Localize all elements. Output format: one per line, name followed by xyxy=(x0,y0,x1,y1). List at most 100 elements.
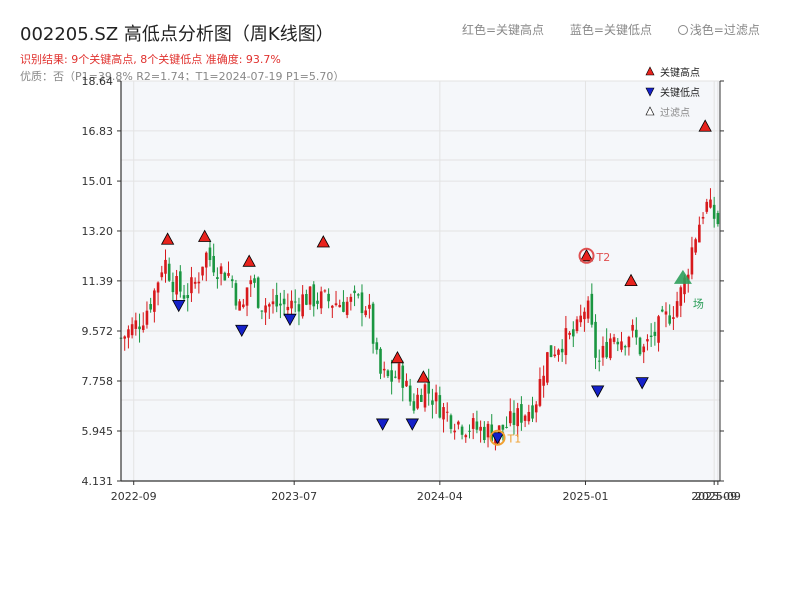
annotation-label: 场 xyxy=(693,297,704,311)
candle-body xyxy=(264,305,267,313)
candle-body xyxy=(312,284,316,307)
candle-body xyxy=(486,423,490,438)
low-marker xyxy=(375,418,390,431)
candle-body xyxy=(238,301,241,311)
candle-body xyxy=(434,392,438,402)
chart-title: 002205.SZ 高低点分析图（周K线图） xyxy=(20,24,334,45)
candle-body xyxy=(223,272,227,281)
candle-body xyxy=(197,281,201,284)
candle-body xyxy=(245,287,249,306)
candle-body xyxy=(271,301,275,305)
candle-body xyxy=(635,329,638,338)
candle-body xyxy=(286,306,290,311)
y-tick-label: 11.39 xyxy=(82,275,114,288)
y-tick-label: 15.01 xyxy=(82,175,114,188)
candle-body xyxy=(601,345,605,358)
candle-body xyxy=(401,365,405,388)
candle-body xyxy=(305,294,308,305)
x-tick-label: 2022-09 xyxy=(111,490,157,503)
legend-label: 过滤点 xyxy=(660,106,690,119)
candle-body xyxy=(416,394,419,409)
candle-body xyxy=(149,304,152,310)
candle-body xyxy=(297,304,301,312)
candle-body xyxy=(560,348,564,353)
candle-body xyxy=(457,421,460,425)
candle-body xyxy=(386,370,390,377)
candle-body xyxy=(660,309,664,312)
annotation-ring xyxy=(489,429,506,446)
candle-body xyxy=(694,239,697,253)
filtered-marker xyxy=(673,269,692,284)
candle-body xyxy=(253,278,256,283)
candle-body xyxy=(182,295,186,299)
color-legend: 红色=关键高点 蓝色=关键低点 浅色=过滤点 xyxy=(462,21,782,38)
candle-body xyxy=(390,370,393,382)
candle-body xyxy=(442,407,445,420)
legend-label: 关键高点 xyxy=(660,66,700,79)
y-tick-label: 13.20 xyxy=(82,225,114,238)
candle-body xyxy=(475,421,479,430)
key-lows xyxy=(172,300,649,445)
candle-body xyxy=(701,216,705,219)
candle-body xyxy=(698,224,701,243)
candle-body xyxy=(623,346,627,348)
candle-body xyxy=(579,315,583,323)
x-tick-label: 2025-09 xyxy=(691,490,737,503)
candle-body xyxy=(275,294,279,307)
candle-body xyxy=(138,326,141,330)
candle-body xyxy=(145,310,149,325)
candle-body xyxy=(134,320,138,329)
candle-body xyxy=(353,290,356,294)
candle-body xyxy=(364,310,367,316)
candle-body xyxy=(664,311,668,315)
candle-body xyxy=(267,304,271,307)
candle-body xyxy=(638,337,642,355)
candle-body xyxy=(471,418,475,429)
candle-body xyxy=(508,411,512,424)
candle-body xyxy=(249,280,253,285)
candle-body xyxy=(653,331,657,336)
candle-body xyxy=(542,375,545,386)
annotation-label: T2 xyxy=(596,251,611,264)
legend-light-text: 浅色=过滤点 xyxy=(677,23,760,37)
candle-body xyxy=(512,412,516,425)
candle-body xyxy=(709,199,712,208)
candle-body xyxy=(234,283,238,306)
candle-body xyxy=(549,345,553,357)
candle-body xyxy=(219,266,223,274)
legend-low-icon xyxy=(645,87,655,97)
candle-body xyxy=(523,415,527,421)
candle-body xyxy=(586,300,590,319)
candle-body xyxy=(690,247,694,275)
legend-filtered-icon xyxy=(645,106,655,116)
candle-body xyxy=(368,304,371,309)
candle-body xyxy=(227,273,230,276)
candle-body xyxy=(431,400,434,405)
candle-body xyxy=(382,368,386,371)
high-marker xyxy=(198,229,212,242)
y-tick-label: 16.83 xyxy=(82,125,114,138)
candle-body xyxy=(323,290,327,292)
annotation-ring xyxy=(578,247,595,264)
candle-body xyxy=(464,435,468,438)
candle-body xyxy=(256,277,260,308)
candle-body xyxy=(153,290,156,312)
y-tick-label: 5.945 xyxy=(82,425,114,438)
y-tick-label: 4.131 xyxy=(82,475,114,488)
candle-body xyxy=(201,266,204,276)
candle-body xyxy=(564,328,568,356)
candle-body xyxy=(627,336,631,348)
legend-blue-text: 蓝色=关键低点 xyxy=(569,23,652,37)
candle-body xyxy=(290,300,293,309)
candle-body xyxy=(453,430,456,433)
candle-body xyxy=(649,335,653,338)
candle-body xyxy=(308,286,312,305)
candle-body xyxy=(679,287,683,306)
candle-body xyxy=(672,317,675,319)
annotation-label: T1 xyxy=(507,433,522,446)
legend-label: 关键低点 xyxy=(660,86,700,99)
candle-body xyxy=(520,404,523,423)
annotations: T1 T2 场 xyxy=(489,247,704,446)
filtered-points xyxy=(673,269,692,284)
